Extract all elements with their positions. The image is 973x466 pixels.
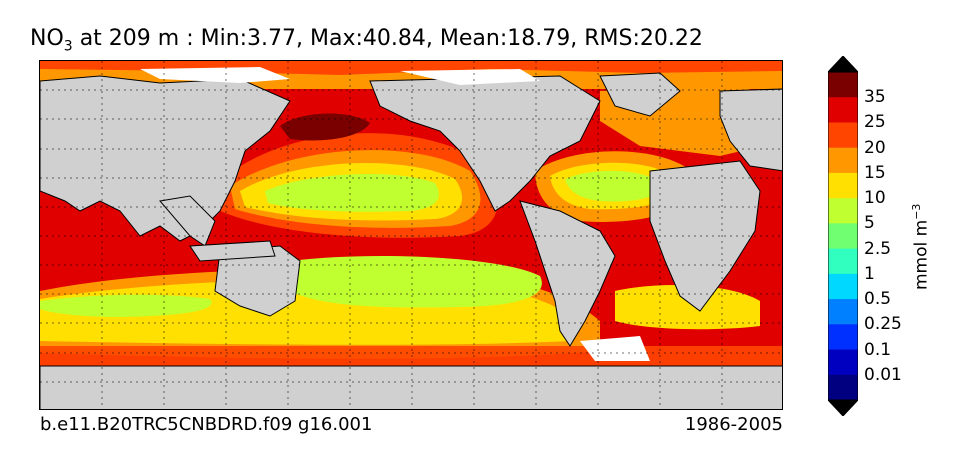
greenland	[599, 72, 681, 117]
south-america	[519, 200, 616, 347]
colorbar-tick-label: 25	[864, 112, 886, 133]
colorbar-swatch	[828, 72, 858, 98]
colorbar-swatch	[828, 198, 858, 224]
colorbar-over-arrow	[828, 56, 858, 73]
europe	[719, 88, 782, 172]
case-name: b.e11.B20TRC5CNBDRD.f09 g16.001	[40, 414, 373, 435]
title-stats: at 209 m : Min:3.77, Max:40.84, Mean:18.…	[72, 26, 703, 51]
north-america	[369, 75, 601, 212]
india	[159, 195, 216, 247]
ice-siberia	[140, 67, 290, 83]
natl-green	[565, 170, 662, 202]
indonesia	[189, 240, 276, 262]
colorbar-outline	[828, 71, 858, 401]
africa	[649, 160, 761, 312]
units-exponent: −3	[910, 203, 923, 220]
colorbar-swatch	[828, 248, 858, 275]
colorbar-swatch	[828, 374, 858, 401]
colorbar-swatch	[828, 147, 858, 174]
units-base: mmol m	[911, 219, 932, 290]
plot-title: NO3 at 209 m : Min:3.77, Max:40.84, Mean…	[30, 26, 790, 54]
colorbar-swatch	[828, 172, 858, 199]
land-masses	[40, 72, 782, 409]
npac-green	[265, 173, 439, 212]
colorbar-tick-label: 1	[864, 263, 875, 284]
colorbar-tick-label: 10	[864, 188, 886, 209]
title-variable: NO	[30, 26, 64, 51]
sind-green	[40, 294, 212, 317]
colorbar-swatch	[828, 349, 858, 376]
colorbar-swatch	[828, 223, 858, 250]
colorbar-tick-label: 5	[864, 213, 875, 234]
colorbar-swatch	[828, 122, 858, 149]
high-no3-patch	[280, 113, 370, 141]
colorbar-tick-label: 15	[864, 162, 886, 183]
sea-ice	[140, 67, 650, 361]
colorbar-swatch	[828, 324, 858, 351]
map-panel	[39, 60, 783, 410]
colorbar-tick-label: 20	[864, 137, 886, 158]
ice-arctic-na	[400, 69, 540, 85]
colorbar-tick-label: 0.01	[864, 364, 902, 385]
year-range: 1986-2005	[684, 414, 783, 435]
colorbar-tick-label: 35	[864, 87, 886, 108]
satl-yellow	[615, 285, 760, 330]
colorbar-tick-label: 0.1	[864, 339, 892, 360]
colorbar-units: mmol m−3	[910, 204, 932, 290]
colorbar-under-arrow	[828, 399, 858, 416]
title-subscript: 3	[63, 38, 73, 55]
colorbar-tick-label: 0.25	[864, 314, 902, 335]
colorbar-swatch	[828, 273, 858, 300]
ice-weddell	[580, 336, 650, 361]
colorbar-swatch	[828, 97, 858, 123]
australia	[214, 245, 301, 317]
graticule	[40, 61, 782, 409]
colorbar-swatch	[828, 299, 858, 325]
colorbar	[828, 56, 858, 416]
colorbar-tick-label: 2.5	[864, 238, 892, 259]
ocean-map	[40, 61, 782, 409]
spac-green	[290, 256, 542, 308]
colorbar-tick-label: 0.5	[864, 289, 892, 310]
